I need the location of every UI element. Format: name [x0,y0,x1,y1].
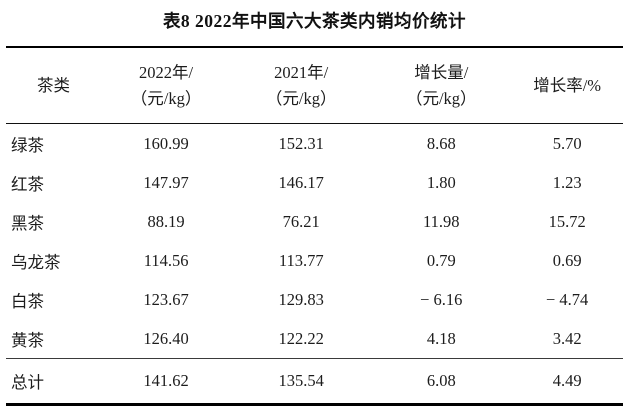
table-body: 绿茶 160.99 152.31 8.68 5.70 红茶 147.97 146… [6,124,623,405]
column-header-label-line2: （元/kg） [130,88,202,108]
cell-price-2021-total: 135.54 [231,358,372,405]
table-row: 绿茶 160.99 152.31 8.68 5.70 [6,124,623,164]
cell-price-2022: 160.99 [143,133,189,153]
cell-price-2021: 76.21 [282,211,320,231]
column-header-growth-amount: 增长量/ （元/kg） [371,47,512,124]
cell-growth-amount: 0.79 [426,250,456,270]
cell-growth-rate: 5.70 [552,133,582,153]
cell-growth-amount: − 6.16 [420,289,463,309]
table-row: 黑茶 88.19 76.21 11.98 15.72 [6,202,623,241]
column-header-label-line1: 2022年/ [139,62,194,82]
cell-growth-rate: 3.42 [552,328,582,348]
cell-growth-amount: 8.68 [426,133,456,153]
cell-growth-rate: 1.23 [552,172,582,192]
cell-growth-rate: 0.69 [552,250,582,270]
cell-growth-amount: 1.80 [426,172,456,192]
cell-price-2022: 126.40 [143,328,189,348]
table-row: 乌龙茶 114.56 113.77 0.79 0.69 [6,241,623,280]
column-header-price-2021: 2021年/ （元/kg） [231,47,372,124]
column-header-label-line2: （元/kg） [405,88,477,108]
cell-price-2021: 146.17 [278,172,324,192]
header-row: 茶类 2022年/ （元/kg） 2021年/ （元/kg） 增长量/ （元/k… [6,47,623,124]
table-row: 黄茶 126.40 122.22 4.18 3.42 [6,319,623,359]
column-header-label-line2: （元/kg） [265,88,337,108]
cell-category: 红茶 [11,174,44,194]
table-row: 红茶 147.97 146.17 1.80 1.23 [6,163,623,202]
column-header-label: 茶类 [37,75,70,95]
cell-price-2022: 123.67 [143,289,189,309]
table-row: 白茶 123.67 129.83 − 6.16 − 4.74 [6,280,623,319]
cell-price-2022: 114.56 [143,250,189,270]
cell-price-2021: 152.31 [278,133,324,153]
cell-price-2021: 113.77 [278,250,324,270]
column-header-label-line1: 2021年/ [274,62,329,82]
cell-category: 黄茶 [11,330,44,350]
cell-growth-rate-total: 4.49 [511,358,623,405]
cell-growth-rate: 15.72 [548,211,586,231]
cell-growth-amount: 11.98 [423,211,460,231]
cell-price-2022: 88.19 [147,211,185,231]
cell-growth-rate: − 4.74 [545,289,589,309]
cell-category: 乌龙茶 [11,252,61,272]
column-header-label-line1: 增长量/ [414,62,469,82]
cell-category: 黑茶 [11,213,44,233]
cell-price-2022-total: 141.62 [101,358,232,405]
table-total-row: 总计 141.62 135.54 6.08 4.49 [6,358,623,405]
column-header-category: 茶类 [6,47,102,124]
column-header-label: 增长率/% [533,75,602,95]
cell-growth-amount-total: 6.08 [371,358,512,405]
cell-category: 绿茶 [11,135,44,155]
table-title: 表8 2022年中国六大茶类内销均价统计 [162,11,467,31]
cell-price-2022: 147.97 [143,172,189,192]
cell-category: 白茶 [11,291,44,311]
column-header-price-2022: 2022年/ （元/kg） [101,47,232,124]
cell-price-2021: 122.22 [278,328,324,348]
cell-growth-amount: 4.18 [426,328,456,348]
cell-price-2021: 129.83 [278,289,324,309]
tea-price-table: 茶类 2022年/ （元/kg） 2021年/ （元/kg） 增长量/ （元/k… [6,46,623,406]
column-header-growth-rate: 增长率/% [511,47,623,124]
table-header: 茶类 2022年/ （元/kg） 2021年/ （元/kg） 增长量/ （元/k… [6,47,623,124]
cell-category-total: 总计 [6,358,102,405]
